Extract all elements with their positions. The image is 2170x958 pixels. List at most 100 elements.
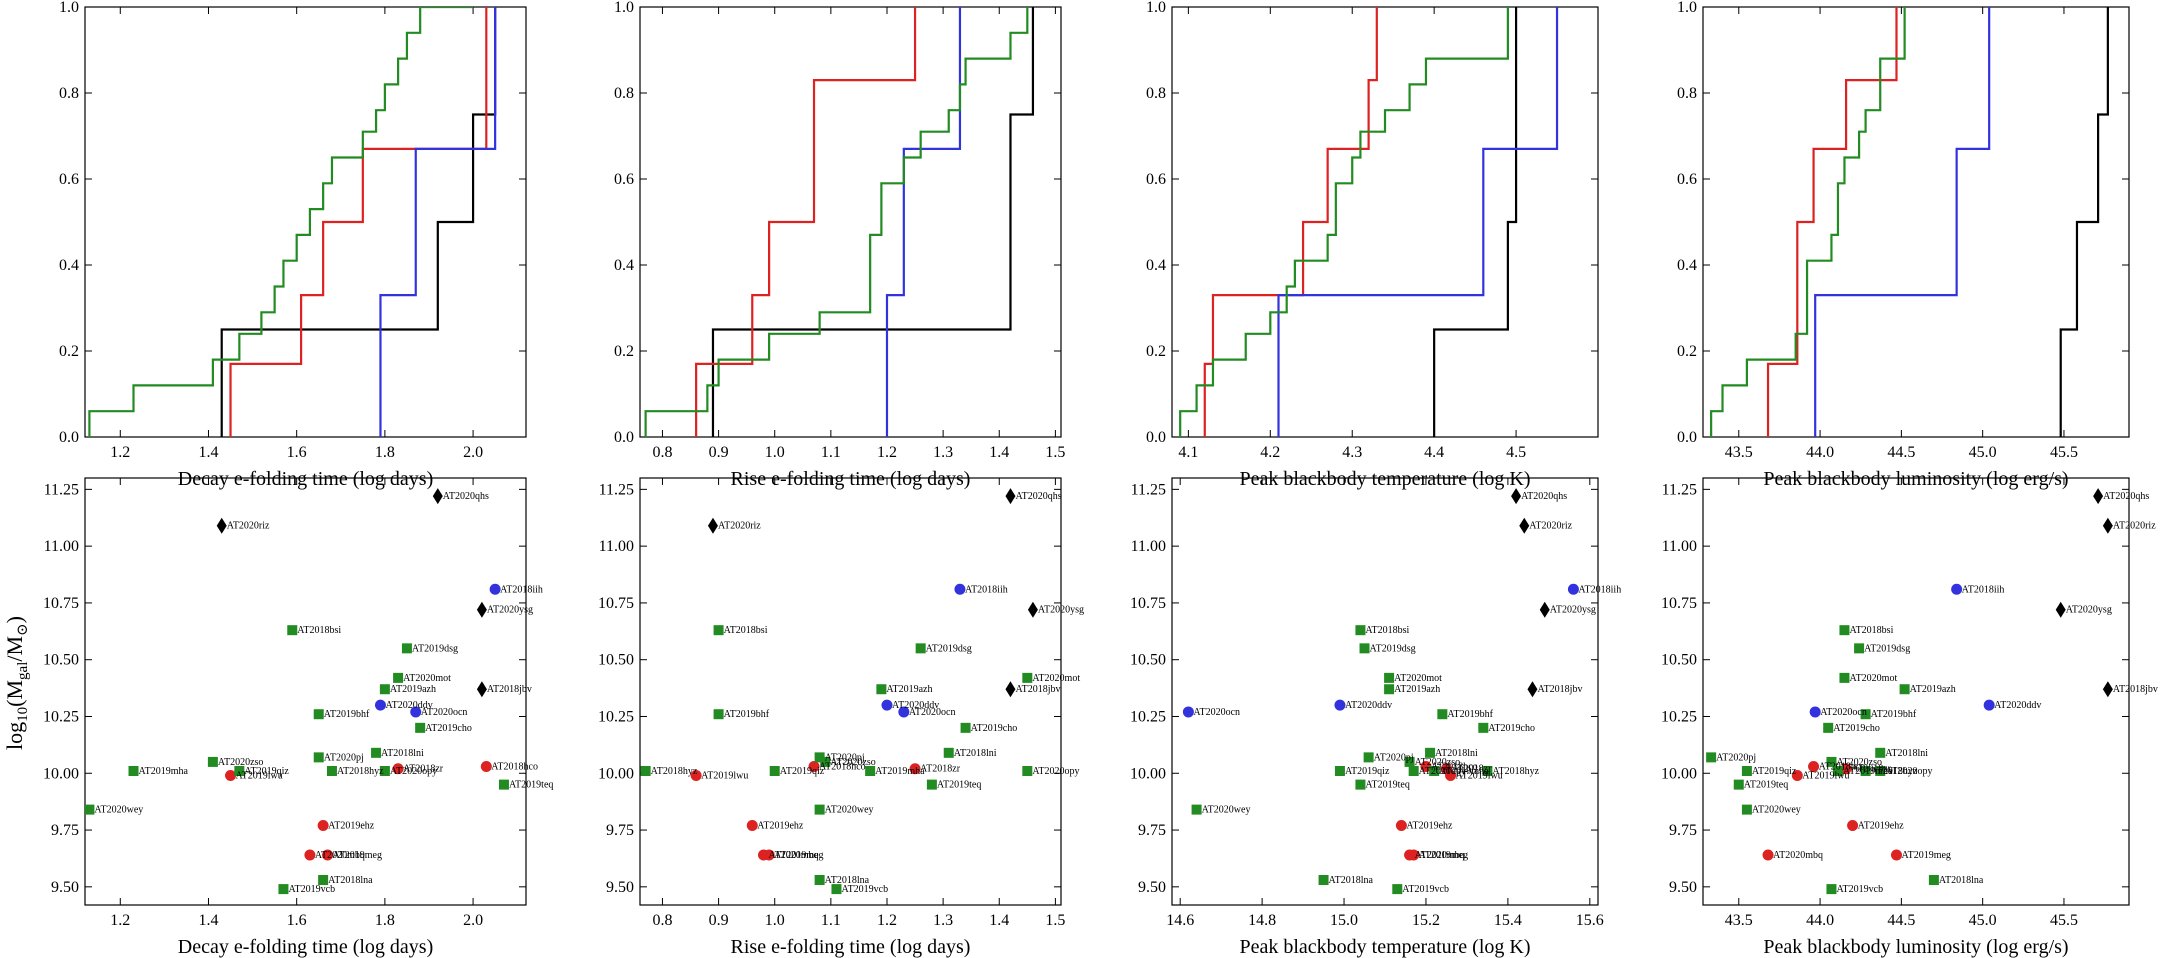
x-tick-label: 44.0 bbox=[1806, 444, 1834, 461]
point-green bbox=[1741, 765, 1752, 776]
x-tick-label: 1.2 bbox=[877, 912, 897, 929]
point-green bbox=[814, 875, 825, 886]
point-label: AT2018lna bbox=[1939, 875, 1984, 886]
point-label: AT2019bhf bbox=[1447, 709, 1493, 720]
x-tick-label: 15.2 bbox=[1412, 912, 1440, 929]
x-tick-label: 1.4 bbox=[198, 444, 218, 461]
point-label: AT2020qhs bbox=[2103, 491, 2149, 502]
point-label: AT2018lni bbox=[381, 748, 424, 759]
x-tick-label: 45.0 bbox=[1969, 912, 1997, 929]
point-label: AT2020wey bbox=[1202, 805, 1251, 816]
point-green bbox=[1022, 765, 1033, 776]
point-label: AT2020ocn bbox=[421, 707, 468, 718]
point-label: AT2018jbv bbox=[2113, 684, 2158, 695]
y-tick-label: 0.2 bbox=[614, 343, 634, 360]
y-tick-label: 0.4 bbox=[1146, 257, 1166, 274]
point-label: AT2019cho bbox=[1488, 723, 1535, 734]
point-label: AT2018zr bbox=[403, 764, 444, 775]
point-label: AT2020wey bbox=[1752, 805, 1801, 816]
point-green bbox=[640, 765, 651, 776]
point-label: AT2018zr bbox=[1451, 764, 1492, 775]
point-label: AT2019mha bbox=[1843, 766, 1893, 777]
point-red bbox=[690, 770, 702, 782]
x-axis-label: Peak blackbody luminosity (log erg/s) bbox=[1763, 468, 2068, 490]
x-axis-label: Peak blackbody temperature (log K) bbox=[1239, 468, 1530, 490]
step-line-blue bbox=[885, 7, 962, 437]
point-black bbox=[476, 601, 487, 618]
axes-frame bbox=[1702, 477, 2130, 906]
x-tick-label: 1.2 bbox=[877, 444, 897, 461]
x-tick-label: 44.5 bbox=[1887, 912, 1915, 929]
point-label: AT2018hyz bbox=[651, 766, 698, 777]
y-tick-label: 0.2 bbox=[1146, 343, 1166, 360]
x-tick-label: 4.5 bbox=[1506, 444, 1526, 461]
point-green bbox=[1384, 684, 1395, 695]
point-green bbox=[1334, 765, 1345, 776]
point-blue bbox=[1182, 706, 1194, 718]
point-green bbox=[1839, 672, 1850, 683]
chart-panel-5: 1.2 1.4 1.6 1.8 2.0 9.50 9.75 10.00 10.25 10.50 10… bbox=[43, 477, 553, 958]
x-axis-label: Rise e-folding time (log days) bbox=[731, 936, 971, 958]
chart-panel-1: 1.2 1.4 1.6 1.8 2.0 0.0 0.2 0.4 0.6 0.8 1.0 Decay e… bbox=[59, 0, 527, 490]
step-line-green bbox=[1179, 7, 1509, 437]
point-green bbox=[1839, 625, 1850, 636]
point-green bbox=[207, 756, 218, 767]
chart-panel-4: 43.5 44.0 44.5 45.0 45.5 0.0 0.2 0.4 0.6 0.8 1.0 Pe… bbox=[1677, 0, 2130, 490]
point-green bbox=[313, 752, 324, 763]
y-tick-label: 10.75 bbox=[1130, 595, 1166, 612]
x-tick-label: 1.1 bbox=[821, 912, 841, 929]
point-green bbox=[371, 747, 382, 758]
x-tick-label: 14.6 bbox=[1166, 912, 1194, 929]
point-green bbox=[1191, 804, 1202, 815]
point-green bbox=[1899, 684, 1910, 695]
point-green bbox=[820, 756, 831, 767]
point-black bbox=[2102, 681, 2113, 698]
x-axis-label: Decay e-folding time (log days) bbox=[178, 468, 433, 490]
point-label: AT2020mbq bbox=[768, 850, 818, 861]
point-label: AT2020zso bbox=[218, 757, 264, 768]
point-blue bbox=[1809, 706, 1821, 718]
point-green bbox=[1832, 765, 1843, 776]
point-green bbox=[831, 884, 842, 895]
axes-frame bbox=[639, 477, 1062, 906]
point-green bbox=[1425, 747, 1436, 758]
point-label: AT2019qiz bbox=[244, 766, 289, 777]
ylabel-close: ) bbox=[2, 616, 27, 623]
point-blue bbox=[1567, 583, 1579, 595]
point-black bbox=[2093, 488, 2104, 505]
point-green bbox=[865, 765, 876, 776]
point-label: AT2018zr bbox=[1851, 764, 1892, 775]
y-tick-label: 11.00 bbox=[599, 538, 634, 555]
ylabel-slash: /M bbox=[2, 636, 27, 662]
point-red bbox=[1808, 760, 1820, 772]
y-tick-label: 10.00 bbox=[43, 765, 79, 782]
point-green bbox=[379, 684, 390, 695]
point-label: AT2019lwu bbox=[1456, 771, 1503, 782]
y-tick-label: 0.8 bbox=[1677, 85, 1697, 102]
point-label: AT2019dsg bbox=[926, 643, 972, 654]
x-tick-label: 43.5 bbox=[1725, 912, 1753, 929]
point-red bbox=[1445, 770, 1457, 782]
y-tick-label: 9.75 bbox=[51, 822, 79, 839]
step-line-red bbox=[1766, 7, 1898, 437]
point-green bbox=[379, 765, 390, 776]
x-tick-label: 4.1 bbox=[1178, 444, 1198, 461]
y-tick-label: 10.50 bbox=[1661, 652, 1697, 669]
y-tick-label: 9.75 bbox=[1138, 822, 1166, 839]
plot-area bbox=[644, 7, 1035, 437]
point-label: AT2019azh bbox=[1910, 684, 1956, 695]
point-label: AT2020ocn bbox=[909, 707, 956, 718]
point-green bbox=[1022, 672, 1033, 683]
point-green bbox=[1359, 643, 1370, 654]
x-tick-label: 45.5 bbox=[2050, 444, 2078, 461]
point-label: AT2019cho bbox=[1833, 723, 1880, 734]
point-label: AT2020riz bbox=[1529, 521, 1572, 532]
step-line-black bbox=[2059, 7, 2109, 437]
y-tick-label: 0.4 bbox=[1677, 257, 1697, 274]
point-green bbox=[1355, 779, 1366, 790]
point-label: AT2020mot bbox=[403, 673, 451, 684]
y-tick-label: 0.6 bbox=[614, 171, 634, 188]
point-green bbox=[876, 684, 887, 695]
y-tick-label: 0.0 bbox=[1677, 429, 1697, 446]
point-label: AT2020zso bbox=[1415, 757, 1461, 768]
